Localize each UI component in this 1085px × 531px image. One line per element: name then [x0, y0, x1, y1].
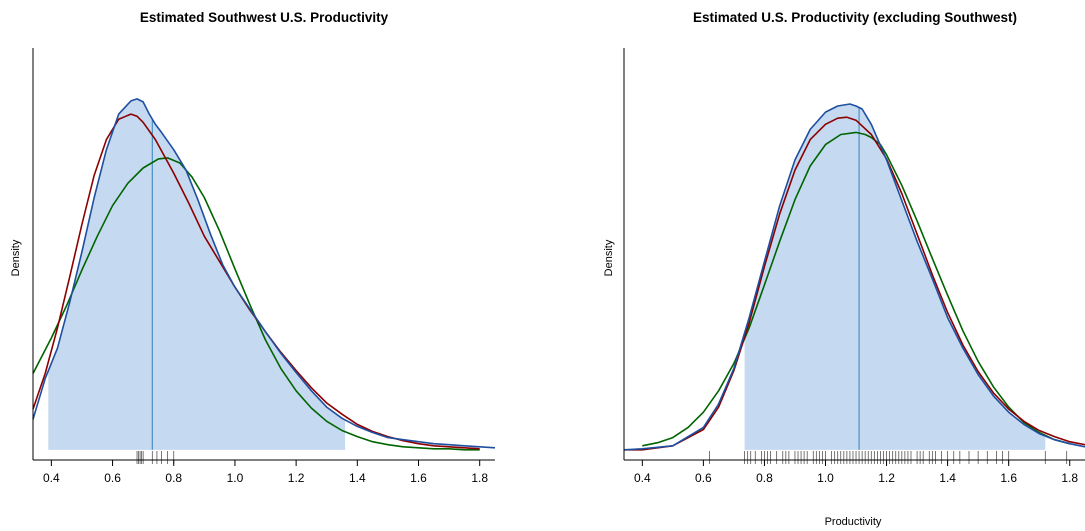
x-tick-label: 1.2: [878, 471, 895, 485]
y-axis-label: Density: [603, 239, 615, 276]
plot-area: 0.4 0.6 0.8 1.0 1.2 1.4 1.6 1.8: [623, 48, 1085, 485]
x-tick-label: 1.8: [1061, 471, 1078, 485]
chart-title: Estimated Southwest U.S. Productivity: [140, 10, 389, 25]
x-tick-label: 1.2: [288, 471, 305, 485]
fitted-curve-green: [32, 157, 480, 451]
x-tick-label: 1.4: [939, 471, 956, 485]
kde-density-line: [32, 98, 496, 449]
x-tick-label: 1.0: [817, 471, 834, 485]
x-tick-label: 0.4: [43, 471, 60, 485]
x-tick-label: 1.4: [349, 471, 366, 485]
x-tick-label: 1.6: [1000, 471, 1017, 485]
x-axis-label: Productivity: [825, 516, 882, 528]
chart-panel-southwest: Estimated Southwest U.S. Productivity De…: [10, 10, 496, 485]
kde-density-line: [623, 103, 1085, 451]
fitted-curve-green: [642, 131, 1070, 447]
x-tick-label: 1.8: [471, 471, 488, 485]
x-tick-label: 0.8: [165, 471, 182, 485]
credible-interval-area: [744, 103, 1046, 450]
x-tick-label: 0.4: [634, 471, 651, 485]
fitted-curve-red: [624, 116, 1085, 451]
y-axis-label: Density: [10, 239, 22, 276]
plot-area: 0.4 0.6 0.8 1.0 1.2 1.4 1.6 1.8: [32, 48, 496, 485]
chart-title: Estimated U.S. Productivity (excluding S…: [693, 10, 1017, 25]
chart-panel-excluding-southwest: Estimated U.S. Productivity (excluding S…: [603, 10, 1085, 528]
credible-interval-area: [48, 98, 346, 450]
x-tick-label: 0.8: [756, 471, 773, 485]
x-tick-label: 1.6: [410, 471, 427, 485]
x-tick-label: 0.6: [104, 471, 121, 485]
x-tick-label: 1.0: [227, 471, 244, 485]
x-tick-label: 0.6: [695, 471, 712, 485]
